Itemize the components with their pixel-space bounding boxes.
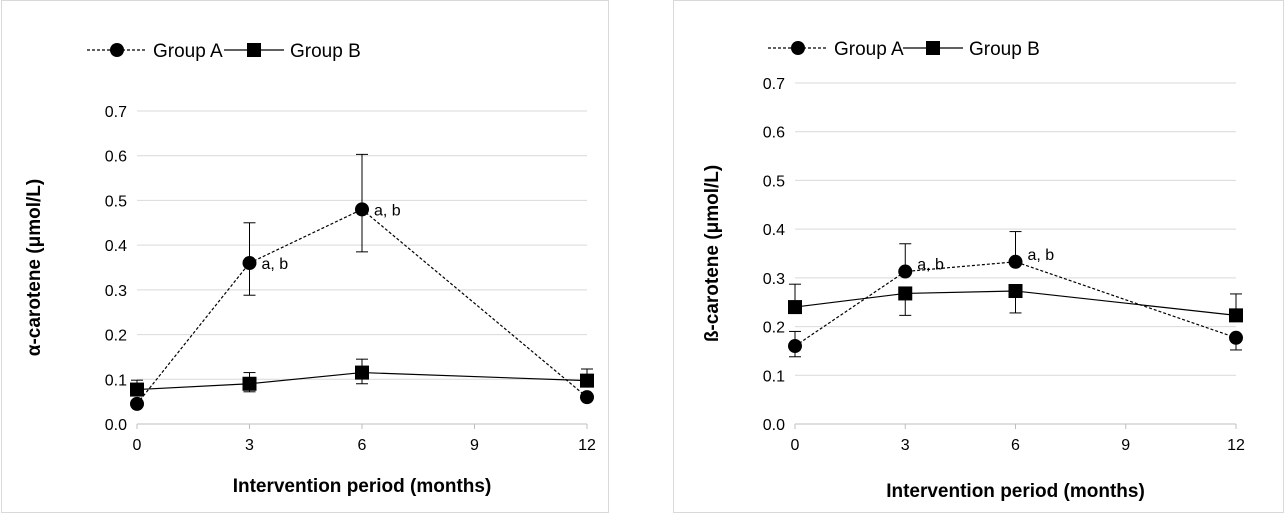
x-tick-label: 12 (578, 437, 596, 454)
y-tick-label: 0.7 (105, 104, 127, 121)
legend-marker-square (247, 43, 261, 57)
x-tick-label: 3 (245, 437, 254, 454)
x-axis-title: Intervention period (months) (886, 481, 1145, 502)
x-tick-label: 9 (1121, 437, 1130, 454)
data-point-square (242, 376, 257, 391)
x-tick-label: 0 (133, 437, 142, 454)
series-line-0 (794, 261, 1237, 347)
x-tick-label: 9 (470, 437, 479, 454)
y-tick-label: 0.4 (763, 222, 785, 239)
y-tick-label: 0.2 (763, 320, 785, 337)
data-point-square (1008, 284, 1023, 299)
y-tick-label: 0.2 (105, 328, 127, 345)
y-tick-label: 0.5 (763, 173, 785, 190)
alpha-carotene-chart: 0.0 0.1 0.2 0.3 0.4 0.5 0.6 0.7 0 3 6 9 12 Interventi… (24, 41, 596, 497)
chart-panel-alpha-carotene: 0.0 0.1 0.2 0.3 0.4 0.5 0.6 0.7 0 3 6 9 12 Interventi… (1, 0, 609, 513)
legend-label: Group A (834, 39, 904, 60)
y-tick-label: 0.0 (105, 417, 127, 434)
data-point-circle (242, 256, 257, 271)
x-axis-title: Intervention period (months) (233, 476, 492, 497)
series-line-1 (136, 371, 588, 391)
y-tick-label: 0.0 (763, 417, 785, 434)
data-annotation: a, b (1028, 247, 1055, 264)
y-tick-label: 0.6 (763, 125, 785, 142)
beta-carotene-chart: 0.0 0.1 0.2 0.3 0.4 0.5 0.6 0.7 0 3 6 9 12 Interventi… (702, 39, 1245, 502)
y-tick-label: 0.7 (763, 76, 785, 93)
data-point-circle (580, 390, 594, 405)
legend-marker-circle (791, 41, 805, 55)
legend-marker-square (926, 41, 940, 55)
data-point-square (898, 286, 913, 301)
data-point-circle (898, 264, 913, 279)
y-tick-label: 0.1 (763, 368, 785, 385)
y-tick-label: 0.4 (105, 238, 127, 255)
x-tick-label: 6 (358, 437, 367, 454)
data-annotation: a, b (262, 256, 289, 273)
data-point-circle (1229, 330, 1243, 345)
legend-label: Group B (969, 39, 1040, 60)
data-annotation: a, b (917, 257, 944, 274)
legend-label: Group A (153, 41, 223, 62)
y-tick-label: 0.5 (105, 193, 127, 210)
legend-label: Group B (290, 41, 361, 62)
series-line-1 (794, 290, 1237, 316)
y-tick-label: 0.6 (105, 149, 127, 166)
data-annotation: a, b (374, 202, 401, 219)
y-tick-label: 0.3 (105, 283, 127, 300)
x-tick-label: 3 (901, 437, 910, 454)
data-point-circle (788, 339, 802, 354)
data-point-square (1229, 308, 1243, 323)
data-point-square (355, 365, 369, 380)
data-point-circle (355, 202, 369, 217)
data-point-square (788, 300, 802, 315)
y-tick-label: 0.1 (105, 372, 127, 389)
series-line-0 (136, 208, 588, 405)
y-axis-title: ß-carotene (μmol/L) (702, 165, 723, 342)
data-point-circle (130, 396, 144, 411)
chart-panel-beta-carotene: 0.0 0.1 0.2 0.3 0.4 0.5 0.6 0.7 0 3 6 9 12 Interventi… (673, 0, 1284, 513)
x-tick-label: 0 (791, 437, 800, 454)
data-point-square (130, 382, 144, 397)
y-axis-title: α-carotene (μmol/L) (24, 179, 45, 356)
data-point-square (580, 373, 594, 388)
y-tick-label: 0.3 (763, 271, 785, 288)
x-tick-label: 6 (1011, 437, 1020, 454)
data-point-circle (1008, 254, 1023, 269)
legend-marker-circle (110, 43, 124, 57)
x-tick-label: 12 (1227, 437, 1245, 454)
